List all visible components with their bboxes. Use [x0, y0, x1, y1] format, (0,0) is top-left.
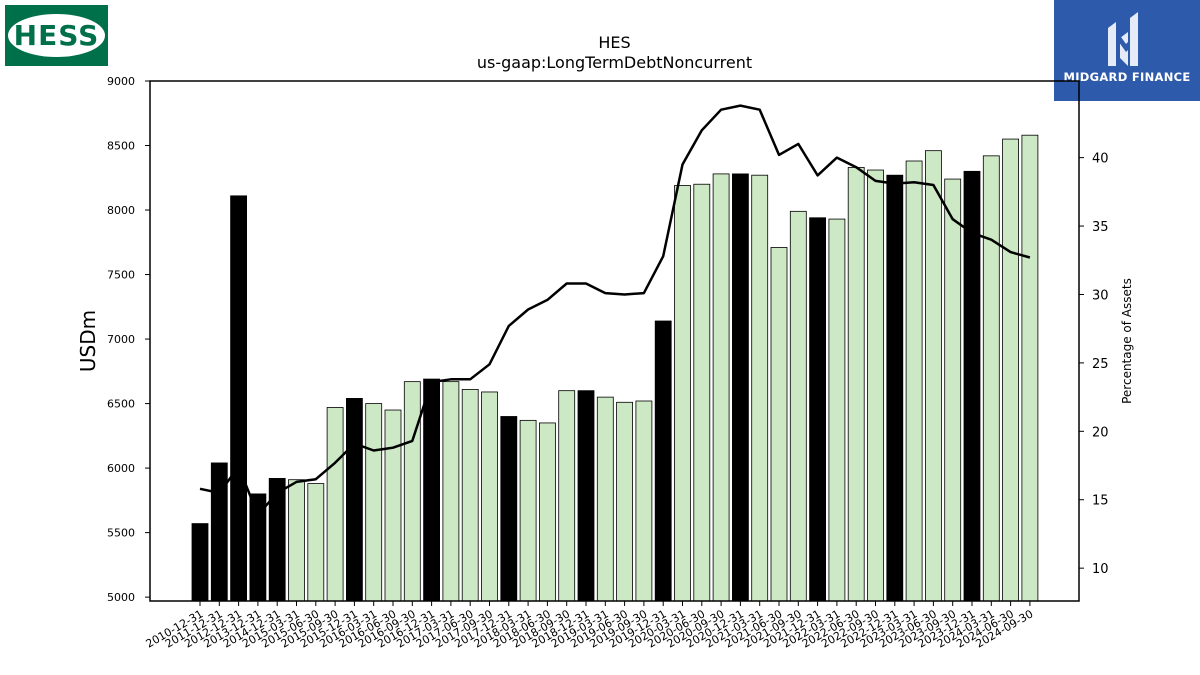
bar-2018-12-31: [578, 391, 594, 601]
y2-tick-label: 20: [1092, 425, 1109, 440]
chart-title: HES: [598, 33, 630, 52]
y2-tick-label: 40: [1092, 152, 1109, 167]
bar-2018-03-31: [520, 420, 536, 601]
y-tick-label: 7000: [107, 333, 135, 346]
y-tick-label: 5000: [107, 591, 135, 604]
bar-2016-09-30: [404, 382, 420, 601]
bar-2024-09-30: [1022, 135, 1038, 601]
bar-2017-09-30: [482, 392, 498, 601]
bar-2021-06-30: [771, 247, 787, 601]
bar-2016-06-30: [385, 410, 401, 601]
y-axis-label: USDm: [76, 310, 100, 372]
y-tick-label: 5500: [107, 527, 135, 540]
bar-2022-03-31: [829, 219, 845, 601]
right-axis-ticks: 10 15 20 25 30 35 40: [1079, 152, 1109, 578]
y2-tick-label: 30: [1092, 288, 1109, 303]
y-tick-label: 8500: [107, 140, 135, 153]
bars-layer: [192, 135, 1038, 601]
bar-2017-03-31: [443, 382, 459, 601]
bar-2017-12-31: [501, 416, 517, 601]
bar-2016-03-31: [366, 404, 382, 601]
x-axis-ticks: 2010-12-312011-12-312012-12-312013-12-31…: [144, 601, 1036, 651]
y-tick-label: 9000: [107, 75, 135, 88]
y-tick-label: 7500: [107, 269, 135, 282]
bar-2019-12-31: [655, 321, 671, 601]
bar-2016-12-31: [424, 379, 440, 601]
chart-subtitle: us-gaap:LongTermDebtNoncurrent: [477, 53, 752, 72]
bar-2021-03-31: [752, 175, 768, 601]
bar-2021-09-30: [790, 211, 806, 601]
bar-2022-06-30: [848, 167, 864, 601]
bar-2020-09-30: [713, 174, 729, 601]
bar-2023-03-31: [906, 161, 922, 601]
y2-tick-label: 15: [1092, 494, 1109, 509]
left-axis-ticks: 5000 5500 6000 6500 7000 7500 8000 8500 9000: [107, 75, 150, 604]
y-tick-label: 6500: [107, 398, 135, 411]
bar-2010-12-31: [192, 524, 208, 601]
bar-2018-09-30: [559, 391, 575, 601]
bar-2020-03-31: [675, 186, 691, 601]
bar-2015-06-30: [308, 484, 324, 601]
percentage-of-assets-line: [200, 106, 1030, 515]
bar-2023-06-30: [925, 151, 941, 601]
bar-2017-06-30: [462, 389, 478, 601]
bar-2020-06-30: [694, 184, 710, 601]
bar-2015-09-30: [327, 407, 343, 601]
bar-2023-09-30: [945, 179, 961, 601]
bar-2015-03-31: [289, 480, 305, 601]
bar-2014-12-31: [269, 478, 285, 601]
bar-2021-12-31: [810, 218, 826, 601]
y2-tick-label: 10: [1092, 562, 1109, 577]
bar-2012-12-31: [231, 196, 247, 601]
bar-2022-09-30: [868, 170, 884, 601]
bar-2019-03-31: [597, 397, 613, 601]
y-tick-label: 8000: [107, 204, 135, 217]
bar-2020-12-31: [732, 174, 748, 601]
bar-2022-12-31: [887, 175, 903, 601]
line-layer: [200, 106, 1030, 515]
bar-2019-06-30: [617, 402, 633, 601]
bar-2019-09-30: [636, 401, 652, 601]
y-tick-label: 6000: [107, 462, 135, 475]
bar-2024-06-30: [1003, 139, 1019, 601]
bar-2015-12-31: [346, 398, 362, 601]
y2-axis-label: Percentage of Assets: [1120, 278, 1134, 404]
bar-2024-03-31: [983, 156, 999, 601]
y2-tick-label: 25: [1092, 357, 1109, 372]
y2-tick-label: 35: [1092, 220, 1109, 235]
bar-2018-06-30: [539, 423, 555, 601]
